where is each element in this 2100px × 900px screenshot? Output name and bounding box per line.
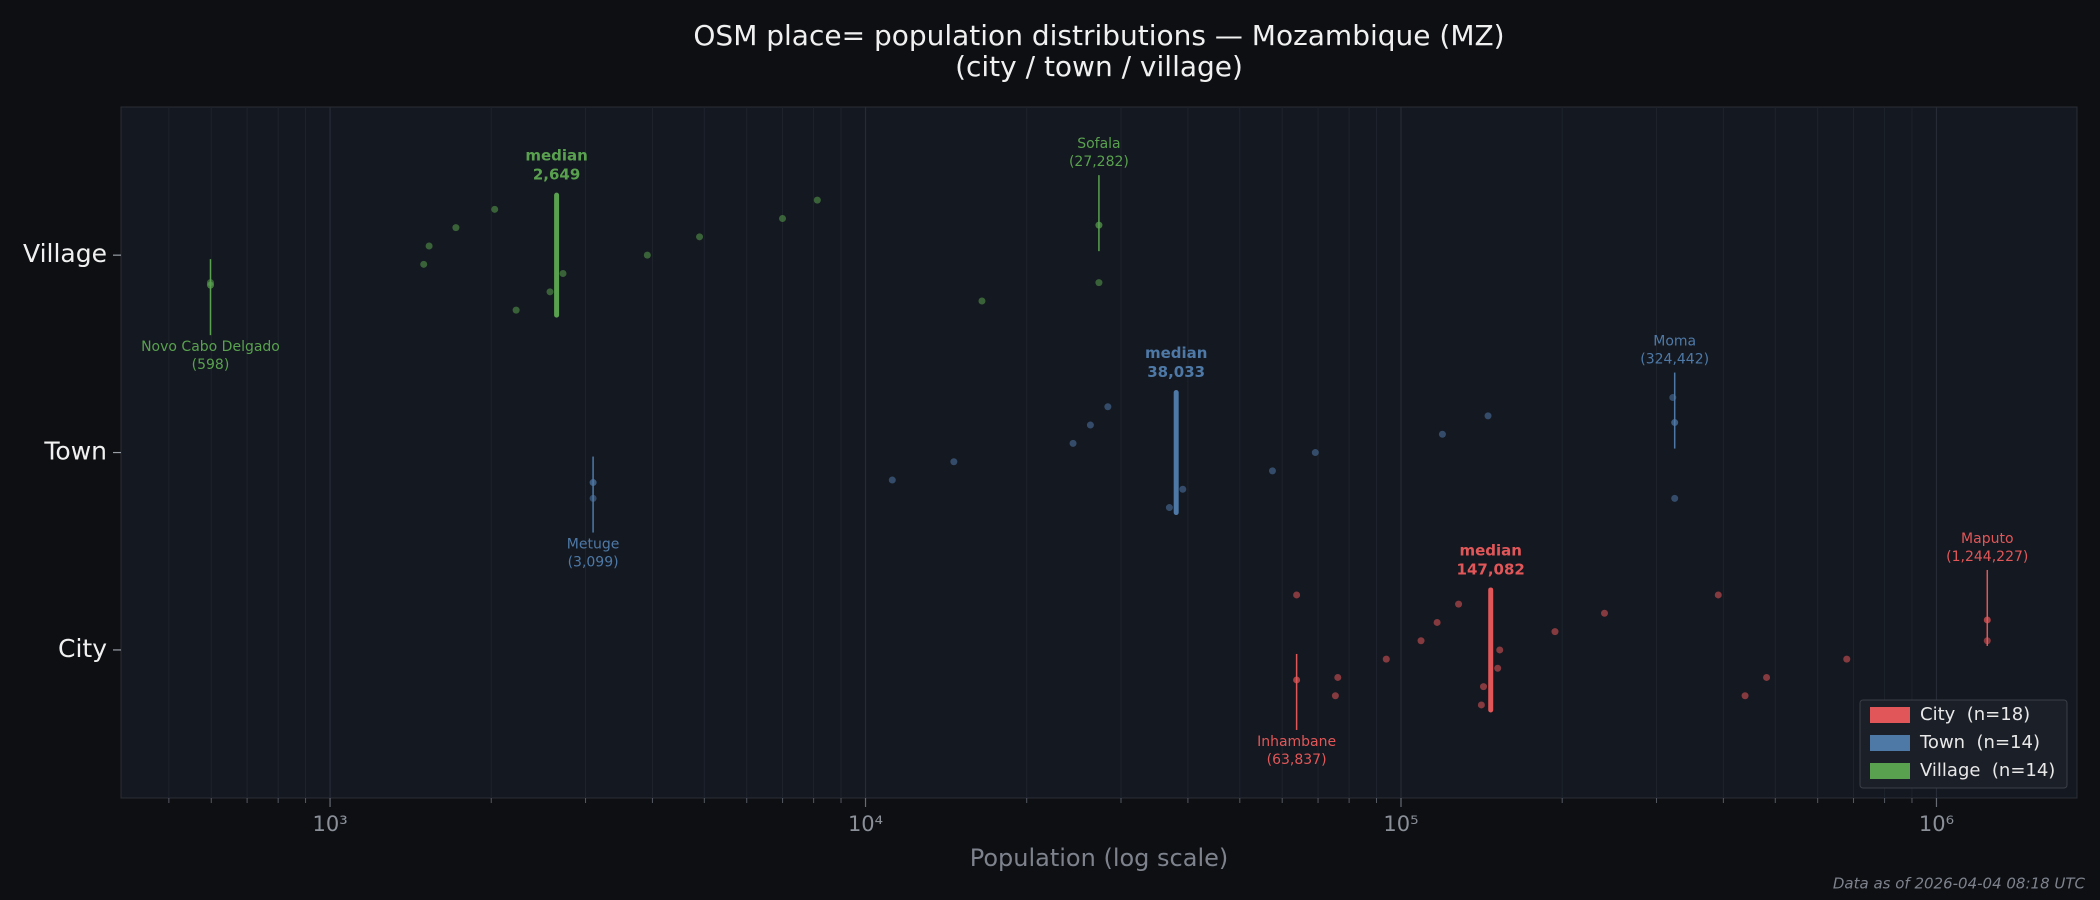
- point: [978, 297, 986, 305]
- annotation-value: (3,099): [568, 555, 619, 571]
- annotated-point: [589, 479, 597, 487]
- point: [643, 251, 651, 259]
- median-label: 38,033: [1147, 363, 1205, 381]
- point: [1477, 701, 1485, 709]
- annotated-point: [1671, 419, 1679, 427]
- point: [1179, 485, 1187, 493]
- annotation-value: (27,282): [1069, 154, 1129, 170]
- point: [1417, 637, 1425, 645]
- point: [1382, 655, 1390, 663]
- point: [559, 269, 567, 277]
- point: [1311, 449, 1319, 457]
- y-tick-label: Town: [43, 437, 107, 466]
- legend-label: Village (n=14): [1920, 760, 2055, 781]
- annotation-text: Sofala: [1077, 136, 1120, 152]
- legend-swatch: [1870, 707, 1910, 723]
- point: [452, 224, 460, 232]
- chart-title: OSM place= population distributions — Mo…: [693, 19, 1504, 52]
- point: [1484, 412, 1492, 420]
- annotated-point: [206, 281, 214, 289]
- point: [1714, 591, 1722, 599]
- point: [512, 306, 520, 314]
- chart-subtitle: (city / town / village): [955, 50, 1243, 83]
- point: [950, 458, 958, 466]
- median-text: median: [525, 147, 587, 165]
- point: [1293, 591, 1301, 599]
- median-label: 147,082: [1457, 560, 1525, 578]
- point: [1165, 504, 1173, 512]
- point: [491, 205, 499, 213]
- point: [420, 260, 428, 268]
- point: [1069, 439, 1077, 447]
- x-tick-label: 10⁴: [848, 812, 883, 836]
- legend-swatch: [1870, 735, 1910, 751]
- legend-swatch: [1870, 763, 1910, 779]
- footer: Data as of 2026-04-04 08:18 UTC: [1833, 875, 2086, 893]
- point: [1763, 673, 1771, 681]
- point: [1095, 279, 1103, 287]
- legend-label: City (n=18): [1920, 704, 2030, 725]
- annotated-point: [1095, 221, 1103, 229]
- point: [813, 196, 821, 204]
- point: [546, 288, 554, 296]
- point: [1331, 692, 1339, 700]
- x-tick-label: 10⁵: [1383, 812, 1418, 836]
- x-axis-label: Population (log scale): [970, 844, 1229, 872]
- y-tick-label: Village: [23, 239, 107, 268]
- median-text: median: [1145, 344, 1207, 362]
- annotation-value: (324,442): [1640, 352, 1709, 368]
- point: [1480, 683, 1488, 691]
- annotated-point: [1983, 616, 1991, 624]
- annotation-text: Novo Cabo Delgado: [141, 339, 280, 355]
- point: [1496, 646, 1504, 654]
- point: [696, 233, 704, 241]
- point: [1433, 618, 1441, 626]
- annotation-text: Metuge: [567, 537, 620, 553]
- annotation-value: (598): [192, 357, 230, 373]
- point: [1455, 600, 1463, 608]
- median-label: 2,649: [533, 166, 580, 184]
- point: [1551, 628, 1559, 636]
- point: [1494, 664, 1502, 672]
- annotated-point: [1293, 676, 1301, 684]
- legend-label: Town (n=14): [1919, 732, 2040, 753]
- x-tick-label: 10⁶: [1919, 812, 1954, 836]
- point: [1600, 609, 1608, 617]
- annotation-value: (63,837): [1267, 752, 1327, 768]
- annotation-text: Maputo: [1961, 531, 2013, 547]
- point: [1438, 430, 1446, 438]
- point: [888, 476, 896, 484]
- median-text: median: [1459, 541, 1521, 559]
- annotation-text: Moma: [1653, 334, 1696, 350]
- point: [1086, 421, 1094, 429]
- point: [1843, 655, 1851, 663]
- point: [1104, 403, 1112, 411]
- y-tick-label: City: [58, 634, 107, 663]
- legend-box: [1859, 699, 2068, 789]
- annotation-value: (1,244,227): [1946, 549, 2028, 565]
- point: [1334, 673, 1342, 681]
- point: [779, 214, 787, 222]
- x-tick-label: 10³: [312, 812, 347, 836]
- point: [1671, 494, 1679, 502]
- point: [425, 242, 433, 250]
- point: [1741, 692, 1749, 700]
- annotation-text: Inhambane: [1257, 734, 1336, 750]
- point: [1268, 467, 1276, 475]
